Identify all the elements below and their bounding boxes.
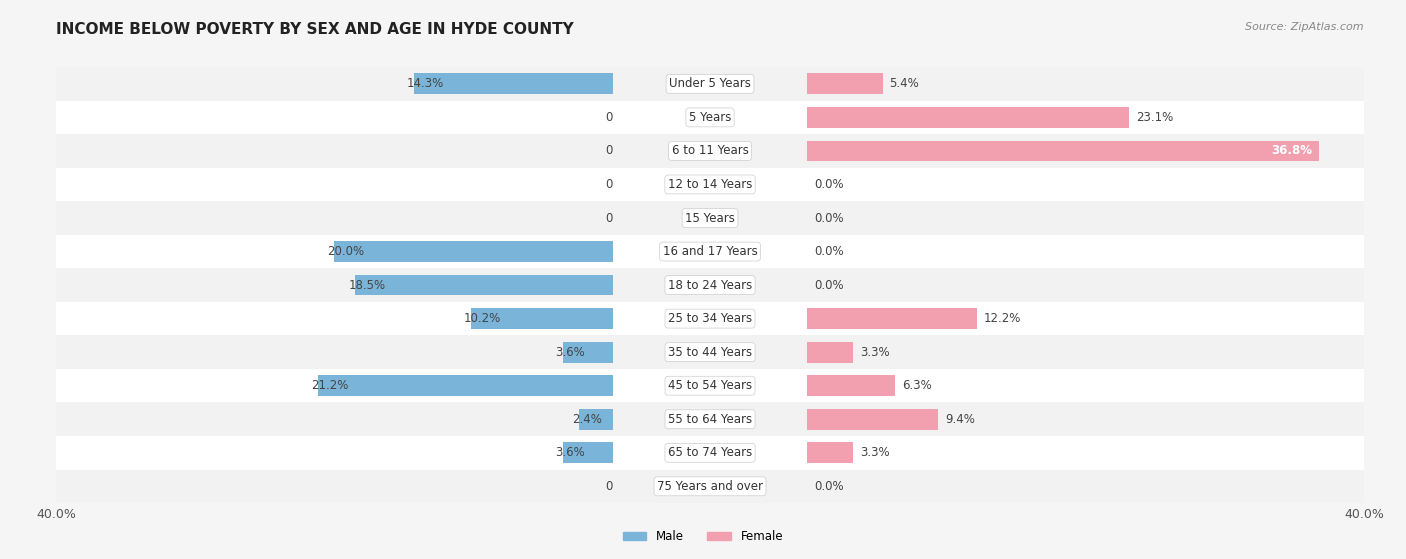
Bar xyxy=(807,134,1364,168)
Text: 12.2%: 12.2% xyxy=(984,312,1021,325)
Bar xyxy=(613,67,807,101)
Text: 0.0%: 0.0% xyxy=(606,480,636,493)
Text: 0.0%: 0.0% xyxy=(606,144,636,158)
Text: 23.1%: 23.1% xyxy=(1136,111,1173,124)
Bar xyxy=(413,73,613,94)
Text: 45 to 54 Years: 45 to 54 Years xyxy=(668,379,752,392)
Bar xyxy=(56,101,613,134)
Text: 15 Years: 15 Years xyxy=(685,211,735,225)
Bar xyxy=(807,402,1364,436)
Text: 16 and 17 Years: 16 and 17 Years xyxy=(662,245,758,258)
Bar xyxy=(562,342,613,363)
Bar xyxy=(56,335,613,369)
Bar xyxy=(807,201,1364,235)
Bar xyxy=(807,67,1364,101)
Bar xyxy=(807,436,1364,470)
Bar xyxy=(807,235,1364,268)
Bar xyxy=(56,168,613,201)
Text: 18 to 24 Years: 18 to 24 Years xyxy=(668,278,752,292)
Text: 18.5%: 18.5% xyxy=(349,278,385,292)
Bar xyxy=(613,235,807,268)
Text: 3.3%: 3.3% xyxy=(860,446,890,459)
Bar xyxy=(807,369,1364,402)
Bar xyxy=(56,402,613,436)
Bar xyxy=(335,241,613,262)
Text: INCOME BELOW POVERTY BY SEX AND AGE IN HYDE COUNTY: INCOME BELOW POVERTY BY SEX AND AGE IN H… xyxy=(56,22,574,37)
Text: 0.0%: 0.0% xyxy=(814,245,844,258)
Text: 12 to 14 Years: 12 to 14 Years xyxy=(668,178,752,191)
Bar xyxy=(807,140,1319,162)
Bar xyxy=(807,101,1364,134)
Text: 6 to 11 Years: 6 to 11 Years xyxy=(672,144,748,158)
Text: 3.3%: 3.3% xyxy=(860,345,890,359)
Bar xyxy=(56,369,613,402)
Text: 9.4%: 9.4% xyxy=(945,413,974,426)
Bar xyxy=(613,402,807,436)
Text: 36.8%: 36.8% xyxy=(1271,144,1312,158)
Text: 10.2%: 10.2% xyxy=(464,312,501,325)
Bar xyxy=(613,134,807,168)
Text: 5 Years: 5 Years xyxy=(689,111,731,124)
Bar xyxy=(56,201,613,235)
Bar xyxy=(56,436,613,470)
Bar xyxy=(807,168,1364,201)
Bar xyxy=(356,274,613,296)
Bar xyxy=(613,168,807,201)
Bar xyxy=(807,268,1364,302)
Text: 65 to 74 Years: 65 to 74 Years xyxy=(668,446,752,459)
Bar xyxy=(613,302,807,335)
Bar xyxy=(807,409,938,430)
Text: 20.0%: 20.0% xyxy=(328,245,364,258)
Text: 2.4%: 2.4% xyxy=(572,413,602,426)
Bar xyxy=(56,67,613,101)
Text: 55 to 64 Years: 55 to 64 Years xyxy=(668,413,752,426)
Legend: Male, Female: Male, Female xyxy=(619,525,787,547)
Text: 0.0%: 0.0% xyxy=(814,480,844,493)
Text: 0.0%: 0.0% xyxy=(606,178,636,191)
Text: 75 Years and over: 75 Years and over xyxy=(657,480,763,493)
Text: 25 to 34 Years: 25 to 34 Years xyxy=(668,312,752,325)
Bar xyxy=(613,436,807,470)
Bar xyxy=(807,442,853,463)
Bar xyxy=(807,342,853,363)
Bar xyxy=(56,268,613,302)
Text: Under 5 Years: Under 5 Years xyxy=(669,77,751,91)
Text: 35 to 44 Years: 35 to 44 Years xyxy=(668,345,752,359)
Bar xyxy=(807,470,1364,503)
Text: 14.3%: 14.3% xyxy=(406,77,444,91)
Bar xyxy=(807,107,1129,128)
Bar xyxy=(562,442,613,463)
Text: 3.6%: 3.6% xyxy=(555,345,585,359)
Bar xyxy=(613,101,807,134)
Text: 21.2%: 21.2% xyxy=(311,379,349,392)
Bar xyxy=(807,335,1364,369)
Text: 0.0%: 0.0% xyxy=(814,211,844,225)
Bar xyxy=(613,268,807,302)
Bar xyxy=(56,302,613,335)
Bar xyxy=(56,235,613,268)
Bar xyxy=(613,335,807,369)
Bar xyxy=(807,308,977,329)
Text: 6.3%: 6.3% xyxy=(903,379,932,392)
Bar xyxy=(471,308,613,329)
Text: Source: ZipAtlas.com: Source: ZipAtlas.com xyxy=(1246,22,1364,32)
Bar xyxy=(613,369,807,402)
Bar xyxy=(56,470,613,503)
Text: 0.0%: 0.0% xyxy=(606,211,636,225)
Bar xyxy=(579,409,613,430)
Bar xyxy=(807,73,883,94)
Bar xyxy=(807,302,1364,335)
Text: 5.4%: 5.4% xyxy=(890,77,920,91)
Text: 3.6%: 3.6% xyxy=(555,446,585,459)
Bar xyxy=(807,375,896,396)
Text: 0.0%: 0.0% xyxy=(814,178,844,191)
Text: 0.0%: 0.0% xyxy=(606,111,636,124)
Text: 0.0%: 0.0% xyxy=(814,278,844,292)
Bar xyxy=(613,201,807,235)
Bar xyxy=(56,134,613,168)
Bar xyxy=(318,375,613,396)
Bar xyxy=(613,470,807,503)
